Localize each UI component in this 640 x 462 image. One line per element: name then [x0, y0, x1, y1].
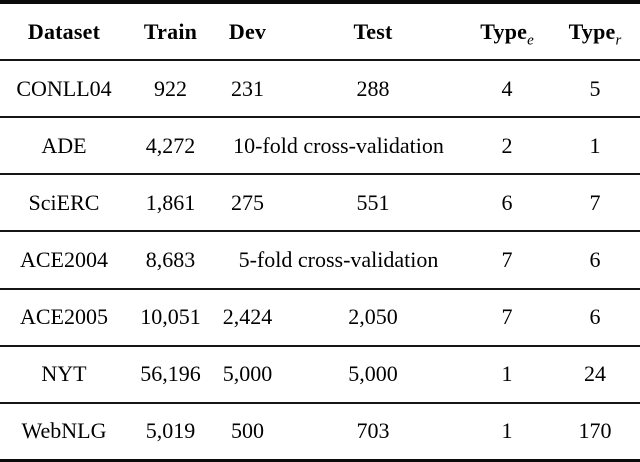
table-header: Dataset Train Dev Test Typee Typer — [0, 2, 640, 61]
cell-entity-type-count: 2 — [464, 117, 550, 176]
cell-entity-type-count: 1 — [464, 345, 550, 404]
cell-test-count: 2,050 — [282, 288, 464, 347]
cell-dataset-name: SciERC — [0, 174, 128, 233]
cell-relation-type-count: 1 — [550, 117, 640, 176]
cell-train-count: 4,272 — [128, 117, 213, 176]
cell-entity-type-count: 7 — [464, 288, 550, 347]
table-row-scierc: SciERC 1,861 275 551 6 7 — [0, 174, 640, 233]
cell-relation-type-count: 7 — [550, 174, 640, 233]
cell-relation-type-count: 5 — [550, 60, 640, 119]
column-header-label: Dev — [228, 18, 267, 44]
column-header-type-e: Typee — [464, 2, 550, 61]
cell-test-count: 551 — [282, 174, 464, 233]
cell-relation-type-count: 24 — [550, 345, 640, 404]
cell-dev-test-merged: 5-fold cross-validation — [213, 231, 464, 290]
column-header-subscript: e — [527, 31, 534, 48]
cell-train-count: 10,051 — [128, 288, 213, 347]
cell-entity-type-count: 7 — [464, 231, 550, 290]
cell-entity-type-count: 4 — [464, 60, 550, 119]
cell-train-count: 922 — [128, 60, 213, 119]
cell-train-count: 1,861 — [128, 174, 213, 233]
column-header-label: Type — [568, 18, 616, 44]
cell-relation-type-count: 6 — [550, 231, 640, 290]
cell-dataset-name: ACE2005 — [0, 288, 128, 347]
table-row-conll04: CONLL04 922 231 288 4 5 — [0, 60, 640, 119]
column-header-dev: Dev — [213, 2, 282, 61]
cell-dataset-name: WebNLG — [21, 418, 107, 444]
table-row-ace2004: ACE2004 8,683 5-fold cross-validation 7 … — [0, 231, 640, 290]
cell-dataset-name: ADE — [0, 117, 128, 176]
table-body: CONLL04 922 231 288 4 5 ADE 4,272 10-fol… — [0, 60, 640, 461]
column-header-subscript: r — [615, 31, 622, 48]
cell-test-count: 288 — [282, 60, 464, 119]
cell-entity-type-count: 6 — [464, 174, 550, 233]
cell-relation-type-count: 6 — [550, 288, 640, 347]
cell-train-count: 8,683 — [128, 231, 213, 290]
cell-test-count: 5,000 — [282, 345, 464, 404]
column-header-label: Train — [143, 18, 198, 44]
table-row-nyt: NYT 56,196 5,000 5,000 1 24 — [0, 345, 640, 404]
column-header-train: Train — [128, 2, 213, 61]
column-header-type-r: Typer — [550, 2, 640, 61]
cell-relation-type-count: 170 — [578, 418, 612, 444]
cell-test-count: 703 — [356, 418, 390, 444]
table-row-webnlg: WebNLG 5,019 500 703 1 170 — [0, 403, 640, 461]
cell-dataset-name: ACE2004 — [0, 231, 128, 290]
table-row-ace2005: ACE2005 10,051 2,424 2,050 7 6 — [0, 288, 640, 347]
cell-dev-count: 5,000 — [213, 345, 282, 404]
cell-dev-test-merged: 10-fold cross-validation — [213, 117, 464, 176]
column-header-label: Dataset — [27, 18, 101, 44]
cell-entity-type-count: 1 — [501, 418, 513, 444]
cell-dataset-name: NYT — [0, 345, 128, 404]
column-header-label: Type — [480, 18, 528, 44]
cell-dev-count: 231 — [213, 60, 282, 119]
cell-dataset-name: CONLL04 — [0, 60, 128, 119]
header-row: Dataset Train Dev Test Typee Typer — [0, 2, 640, 61]
column-header-label: Test — [353, 18, 393, 44]
cell-train-count: 56,196 — [128, 345, 213, 404]
column-header-test: Test — [282, 2, 464, 61]
column-header-dataset: Dataset — [0, 2, 128, 61]
cell-dev-count: 2,424 — [213, 288, 282, 347]
table-row-ade: ADE 4,272 10-fold cross-validation 2 1 — [0, 117, 640, 176]
cell-train-count: 5,019 — [145, 418, 196, 444]
cell-dev-count: 500 — [231, 418, 264, 444]
cell-dev-count: 275 — [213, 174, 282, 233]
